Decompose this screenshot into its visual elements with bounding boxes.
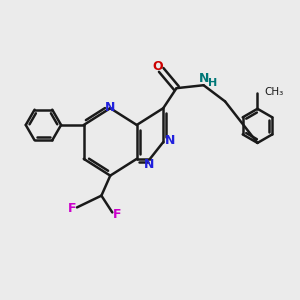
- Text: H: H: [208, 79, 217, 88]
- Text: O: O: [152, 60, 163, 73]
- Text: CH₃: CH₃: [265, 87, 284, 97]
- Text: N: N: [164, 134, 175, 147]
- Text: N: N: [105, 101, 116, 114]
- Text: N: N: [199, 72, 209, 85]
- Text: F: F: [68, 202, 76, 215]
- Text: N: N: [144, 158, 154, 171]
- Text: F: F: [113, 208, 122, 221]
